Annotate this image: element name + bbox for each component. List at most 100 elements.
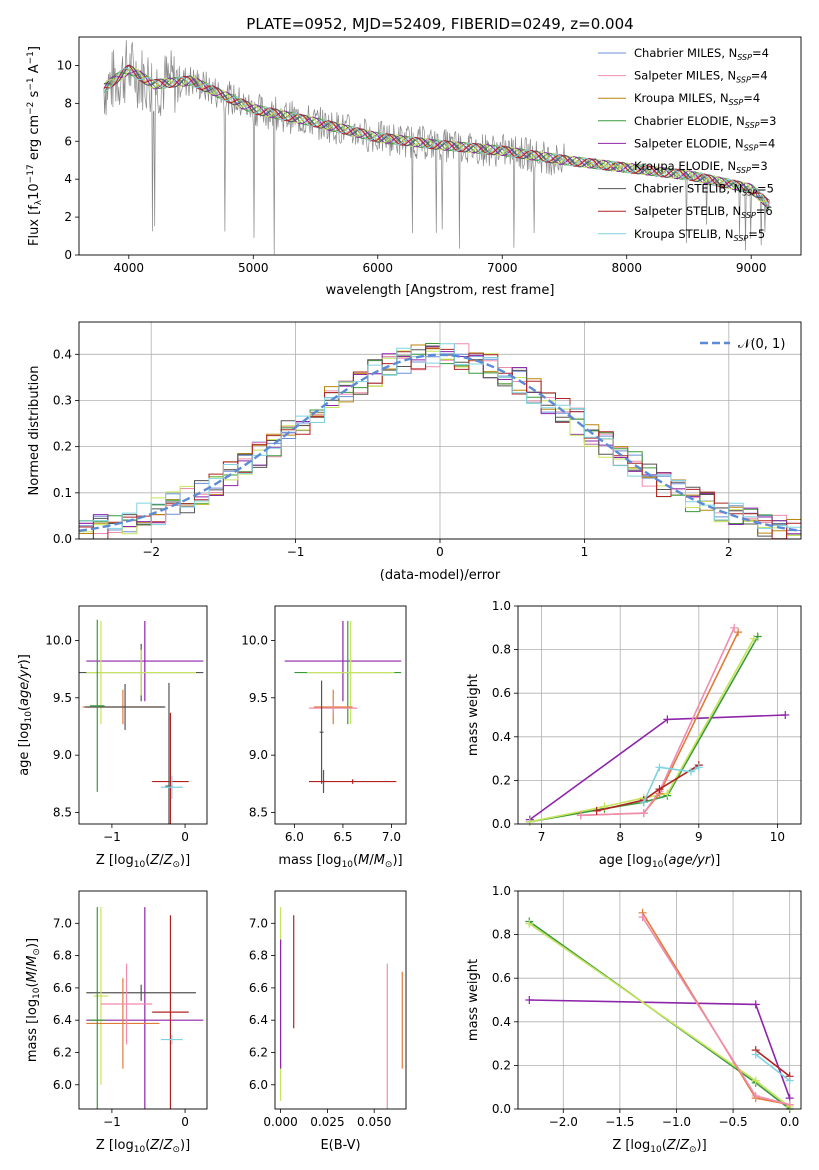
y-tick-label: 0.1 bbox=[53, 486, 72, 500]
y-tick-label: 0.3 bbox=[53, 393, 72, 407]
weight-line-4 bbox=[641, 916, 790, 1106]
x-tick-label: 4000 bbox=[114, 261, 145, 275]
y-tick-label: 0.6 bbox=[492, 971, 511, 985]
age_vs_Z-plot bbox=[79, 619, 204, 824]
y-tick-label: 6.0 bbox=[249, 1078, 268, 1092]
x-tick-label: 0 bbox=[436, 545, 444, 559]
model-line-8 bbox=[103, 67, 770, 208]
weight-marker bbox=[785, 1100, 794, 1109]
x-tick-label: 0 bbox=[181, 1115, 189, 1129]
figure-title: PLATE=0952, MJD=52409, FIBERID=0249, z=0… bbox=[246, 15, 633, 33]
mass_vs_ebv-plot bbox=[280, 907, 403, 1109]
spectrum-frame bbox=[78, 36, 802, 256]
histogram-8 bbox=[79, 343, 801, 529]
mass_vs_Z-frame bbox=[78, 890, 208, 1110]
y-tick-label: 6.4 bbox=[53, 1013, 72, 1027]
residuals-axes: −2 −1 0 1 2 0.0 0.1 0.2 0.3 0.4 𝒩(0, 1) (data-model… bbox=[27, 322, 801, 583]
weight-marker bbox=[639, 798, 648, 807]
x-axis-label: E(B-V) bbox=[320, 1138, 360, 1153]
x-tick-label: 0 bbox=[181, 830, 189, 844]
weight-marker bbox=[781, 711, 790, 719]
y-tick-label: 0.2 bbox=[53, 440, 72, 454]
y-axis-label: Flux [fλ10−17 erg cm−2 s−1 A−1] bbox=[26, 46, 44, 246]
weight-marker bbox=[639, 809, 648, 818]
weight-marker bbox=[576, 811, 585, 820]
weight-marker bbox=[655, 785, 664, 794]
x-axis-label: wavelength [Angstrom, rest frame] bbox=[326, 283, 555, 298]
y-tick-label: 7.0 bbox=[249, 916, 268, 930]
weight_vs_age-axes: 7 8 9 10 0.0 0.2 0.4 0.6 0.8 1.0 age [log10(age/yr… bbox=[466, 599, 801, 870]
y-axis-label: age [log10(age/yr)] bbox=[17, 654, 34, 776]
y-tick-label: 4 bbox=[64, 172, 72, 186]
y-tick-label: 9.5 bbox=[53, 691, 72, 705]
weight-marker bbox=[751, 1091, 760, 1100]
y-tick-label: 6.2 bbox=[249, 1045, 268, 1059]
y-tick-label: 10 bbox=[57, 58, 72, 72]
x-tick-label: −1 bbox=[103, 830, 121, 844]
weight-marker bbox=[525, 996, 534, 1004]
weight-line-4 bbox=[580, 627, 735, 817]
weight-marker bbox=[663, 789, 672, 798]
x-tick-label: 0.000 bbox=[263, 1115, 297, 1129]
weight-line-6 bbox=[755, 1053, 791, 1082]
y-tick-label: 6.8 bbox=[53, 949, 72, 963]
x-tick-label: 0.0 bbox=[780, 1115, 799, 1129]
legend-entry: Salpeter STELIB, NSSP=6 bbox=[634, 204, 773, 220]
x-tick-label: −1.5 bbox=[605, 1115, 634, 1129]
x-tick-label: 2 bbox=[725, 545, 733, 559]
x-tick-label: 7 bbox=[538, 830, 546, 844]
y-tick-label: 0.8 bbox=[492, 928, 511, 942]
x-tick-label: −2 bbox=[142, 545, 160, 559]
model-line-4 bbox=[103, 70, 769, 207]
weight_vs_age-plot bbox=[525, 623, 790, 826]
x-tick-label: −1 bbox=[287, 545, 305, 559]
x-tick-label: 8 bbox=[616, 830, 624, 844]
y-tick-label: 0.4 bbox=[53, 347, 72, 361]
x-axis-label: age [log10(age/yr)] bbox=[599, 853, 721, 870]
y-axis-label: mass [log10(M/M⊙)] bbox=[25, 938, 42, 1062]
x-axis-label: (data-model)/error bbox=[380, 568, 501, 583]
mass_vs_ebv-frame bbox=[274, 890, 407, 1110]
weight-line-5 bbox=[596, 764, 700, 812]
weight-marker bbox=[749, 634, 758, 643]
age_vs_mass-plot bbox=[284, 620, 402, 794]
y-tick-label: 10.0 bbox=[241, 633, 268, 647]
y-tick-label: 9.0 bbox=[249, 748, 268, 762]
mass_vs_Z-axes: −1 0 6.0 6.2 6.4 6.6 6.8 7.0 bbox=[53, 907, 204, 1129]
y-tick-label: 0.4 bbox=[492, 1015, 511, 1029]
gaussian-curve bbox=[79, 353, 801, 533]
x-tick-label: 9 bbox=[695, 830, 703, 844]
x-axis-label: Z [log10(Z/Z⊙)] bbox=[612, 1138, 706, 1155]
age_vs_mass-frame bbox=[274, 605, 407, 825]
y-tick-label: 8.5 bbox=[53, 806, 72, 820]
weight-marker bbox=[655, 763, 664, 772]
y-tick-label: 1.0 bbox=[492, 884, 511, 898]
legend-entry: Kroupa STELIB, NSSP=5 bbox=[634, 227, 765, 243]
y-tick-label: 0.2 bbox=[492, 1058, 511, 1072]
mass_vs_ebv-axes: 0.000 0.025 0.050 6.0 6.2 6.4 6.6 6.8 7.0 bbox=[249, 907, 403, 1129]
x-tick-label: −1 bbox=[103, 1115, 121, 1129]
weight-marker bbox=[592, 806, 601, 815]
residual-plot bbox=[79, 343, 801, 539]
legend-entry: Salpeter ELODIE, NSSP=4 bbox=[634, 136, 775, 152]
x-tick-label: 6000 bbox=[362, 261, 393, 275]
y-tick-label: 9.0 bbox=[53, 748, 72, 762]
model-line-3 bbox=[103, 72, 769, 210]
weight-marker bbox=[525, 919, 534, 928]
age_vs_Z-labels: Z [log10(Z/Z⊙)] age [log10(age/yr)] bbox=[17, 654, 190, 870]
weight-marker bbox=[663, 715, 672, 724]
weight-marker bbox=[686, 767, 695, 776]
y-tick-label: 0.4 bbox=[492, 730, 511, 744]
x-tick-label: 9000 bbox=[736, 261, 767, 275]
spectrum-plot bbox=[103, 40, 770, 255]
y-tick-label: 0.0 bbox=[53, 532, 72, 546]
weight-line-1 bbox=[528, 920, 791, 1110]
y-axis-label: mass weight bbox=[466, 674, 481, 756]
model-line-0 bbox=[103, 64, 769, 201]
x-tick-label: −2.0 bbox=[549, 1115, 578, 1129]
weight-line-3 bbox=[641, 912, 790, 1106]
weight_vs_Z-axes: −2.0 −1.5 −1.0 −0.5 0.0 0.0 0.2 0.4 0.6 0.8 1.0 Z [… bbox=[466, 884, 801, 1155]
y-tick-label: 0 bbox=[64, 248, 72, 262]
age_vs_Z-frame bbox=[78, 605, 208, 825]
model-line-7 bbox=[103, 64, 770, 203]
